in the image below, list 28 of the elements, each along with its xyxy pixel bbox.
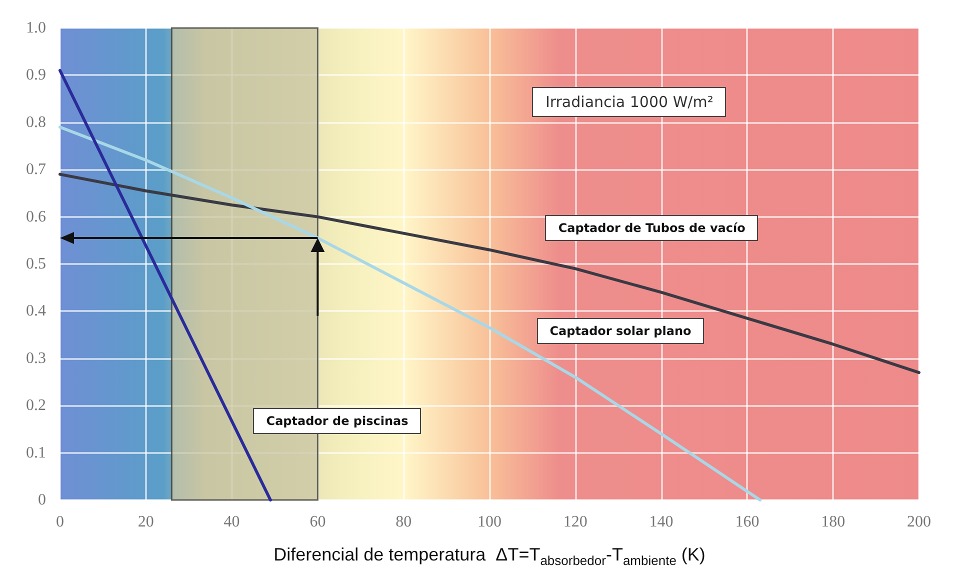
y-tick-label: 0	[38, 492, 46, 508]
x-tick-label: 60	[310, 514, 326, 530]
y-tick-label: 0.1	[26, 444, 46, 462]
y-tick-label: 1.0	[26, 20, 46, 36]
line-series	[58, 172, 920, 374]
x-tick-label: 20	[138, 514, 154, 530]
x-tick-label: 100	[478, 514, 502, 530]
text: Captador de Tubos de vacío	[545, 214, 758, 241]
line-series	[58, 126, 762, 502]
x-tick-label: 200	[907, 514, 931, 530]
x-tick-label: 40	[224, 514, 240, 530]
x-tick-label: 0	[56, 514, 64, 530]
x-tick-label: 120	[563, 514, 588, 530]
x-tick-label: 160	[735, 514, 760, 530]
y-tick-label: 0.7	[26, 161, 46, 178]
x-tick-label: 140	[649, 514, 674, 530]
text: Captador de piscinas	[253, 408, 422, 434]
y-tick-label: 0.9	[26, 66, 46, 84]
y-tick-label: 0.4	[26, 302, 46, 320]
annotation: Irradiancia 1000 W/m²	[532, 87, 726, 118]
y-tick-label: 0.2	[26, 397, 46, 414]
series-label: Captador solar plano	[536, 318, 704, 344]
y-tick-label: 0.6	[26, 208, 46, 226]
x-tick-label: 80	[396, 514, 412, 530]
y-tick-label: 0.8	[26, 114, 46, 131]
x-tick-label: 180	[821, 514, 846, 530]
y-tick-label: 0.3	[26, 350, 46, 367]
y-tick-label: 0.5	[26, 256, 46, 272]
